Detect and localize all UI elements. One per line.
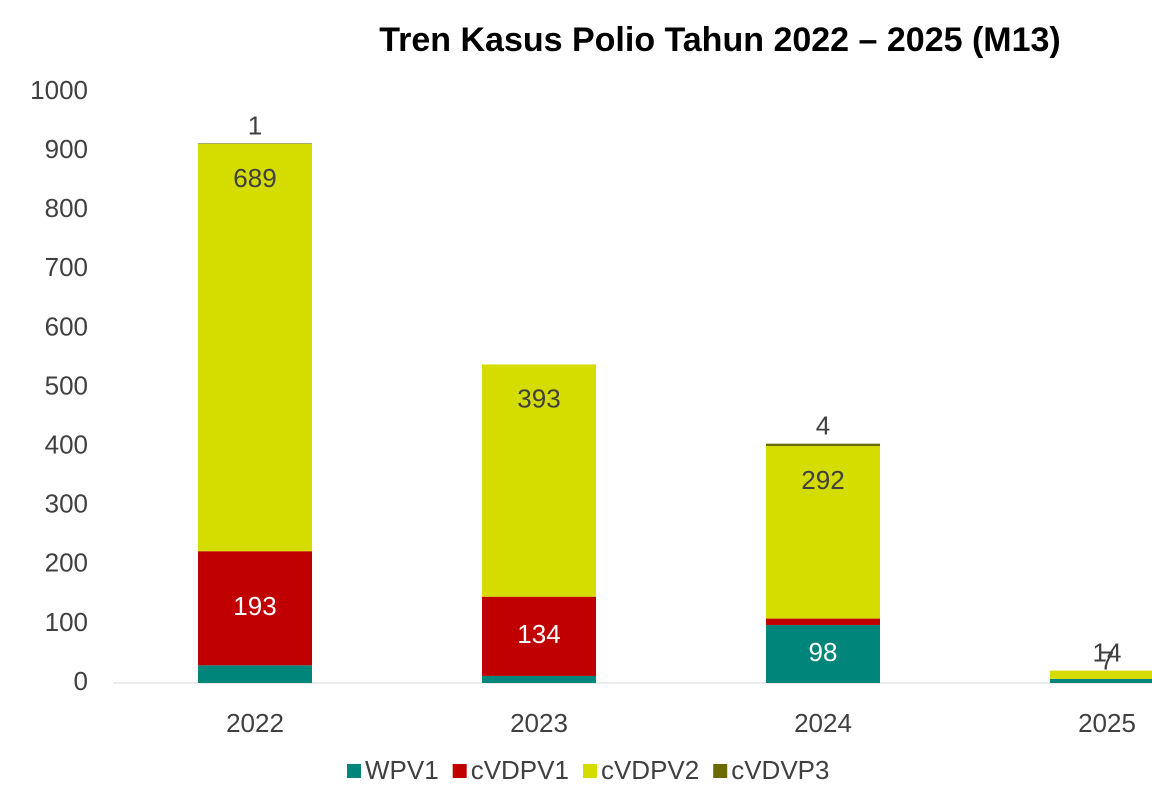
y-tick-label: 700 [45,252,88,282]
bar-segment [766,446,880,619]
x-tick-label: 2025 [1078,708,1136,738]
bar-segment [1050,670,1152,679]
legend-swatch [452,764,467,778]
bar-segment [766,443,880,447]
y-tick-label: 300 [45,489,88,519]
data-label: 7 [1100,646,1114,676]
legend-swatch [347,764,361,778]
bar-segment [198,143,312,145]
data-label: 689 [233,163,276,193]
y-tick-label: 600 [45,311,88,341]
bar-segment [482,364,596,597]
legend-label: cVDVP3 [731,755,829,785]
y-tick-label: 800 [45,193,88,223]
bar-segment [198,551,312,666]
legend-label: cVDPV1 [471,755,569,785]
y-tick-label: 500 [45,370,88,400]
data-label: 193 [233,591,276,621]
data-label: 14 [1093,637,1122,667]
y-tick-label: 900 [45,134,88,164]
bar-segment [766,618,880,626]
bar-segment [1050,678,1152,683]
x-tick-label: 2023 [510,708,568,738]
data-label: 393 [517,383,560,413]
legend-swatch [713,764,728,778]
y-tick-label: 0 [74,666,88,696]
x-tick-label: 2022 [226,708,284,738]
data-label: 4 [816,411,830,441]
y-tick-label: 400 [45,429,88,459]
legend-label: cVDPV2 [601,755,699,785]
y-tick-label: 100 [45,607,88,637]
legend-label: WPV1 [365,755,439,785]
chart-title: Tren Kasus Polio Tahun 2022 – 2025 (M13) [379,21,1061,59]
y-tick-label: 200 [45,548,88,578]
bar-segment [198,144,312,552]
y-tick-label: 1000 [30,75,88,105]
data-label: 292 [801,465,844,495]
data-label: 1 [248,110,262,140]
bar-segment [482,596,596,676]
x-tick-label: 2024 [794,708,852,738]
data-label: 98 [809,637,838,667]
legend-swatch [582,764,597,778]
bar-segment [198,665,312,683]
data-label: 134 [517,619,560,649]
bar-segment [766,625,880,683]
bar-segment [482,675,596,683]
